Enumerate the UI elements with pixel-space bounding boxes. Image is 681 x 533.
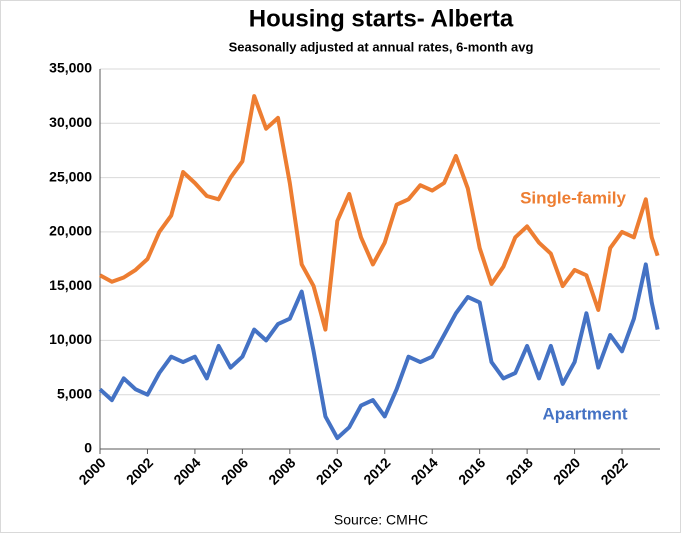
y-tick-label: 35,000 xyxy=(49,60,92,76)
series-line xyxy=(98,262,660,441)
y-tick-label: 5,000 xyxy=(57,385,92,401)
series-line xyxy=(99,94,660,332)
chart-subtitle: Seasonally adjusted at annual rates, 6-m… xyxy=(229,39,534,54)
y-tick-label: 10,000 xyxy=(49,331,92,347)
series-label: Apartment xyxy=(542,404,627,423)
y-tick-label: 30,000 xyxy=(49,114,92,130)
source-note: Source: CMHC xyxy=(334,512,428,528)
y-tick-label: 20,000 xyxy=(49,223,92,239)
y-tick-label: 0 xyxy=(84,440,92,456)
y-tick-label: 15,000 xyxy=(49,277,92,293)
series-label: Single-family xyxy=(520,188,626,207)
chart-title: Housing starts- Alberta xyxy=(249,5,514,32)
y-tick-label: 25,000 xyxy=(49,168,92,184)
